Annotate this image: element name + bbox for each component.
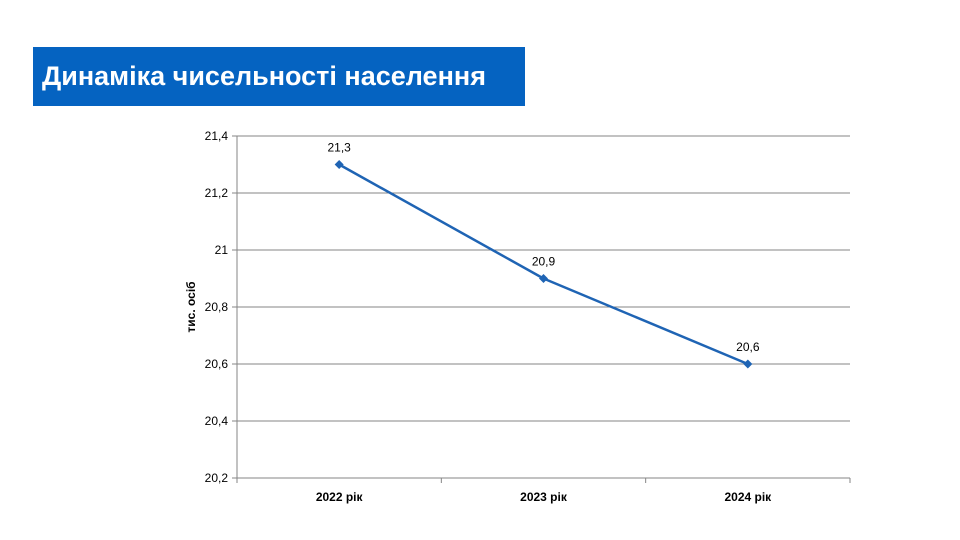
data-label: 20,6 bbox=[736, 340, 760, 354]
y-tick-label: 20,6 bbox=[205, 357, 229, 371]
y-tick-label: 20,8 bbox=[205, 300, 229, 314]
y-tick-label: 21,2 bbox=[205, 186, 229, 200]
data-point-marker bbox=[743, 359, 753, 369]
y-tick-label: 21,4 bbox=[205, 129, 229, 143]
x-tick-label: 2024 рік bbox=[724, 490, 772, 504]
data-point-marker bbox=[334, 160, 344, 169]
y-tick-label: 21 bbox=[215, 243, 229, 257]
data-label: 20,9 bbox=[532, 255, 556, 269]
x-tick-label: 2022 рік bbox=[316, 490, 364, 504]
data-point-marker bbox=[539, 274, 548, 283]
y-tick-label: 20,2 bbox=[205, 471, 229, 485]
slide-title: Динаміка чисельності населення bbox=[42, 61, 486, 91]
x-tick-label: 2023 рік bbox=[520, 490, 568, 504]
data-label: 21,3 bbox=[327, 141, 351, 155]
y-axis-title: тис. осіб bbox=[184, 281, 198, 332]
y-tick-label: 20,4 bbox=[205, 414, 229, 428]
title-bar: Динаміка чисельності населення bbox=[33, 47, 525, 106]
